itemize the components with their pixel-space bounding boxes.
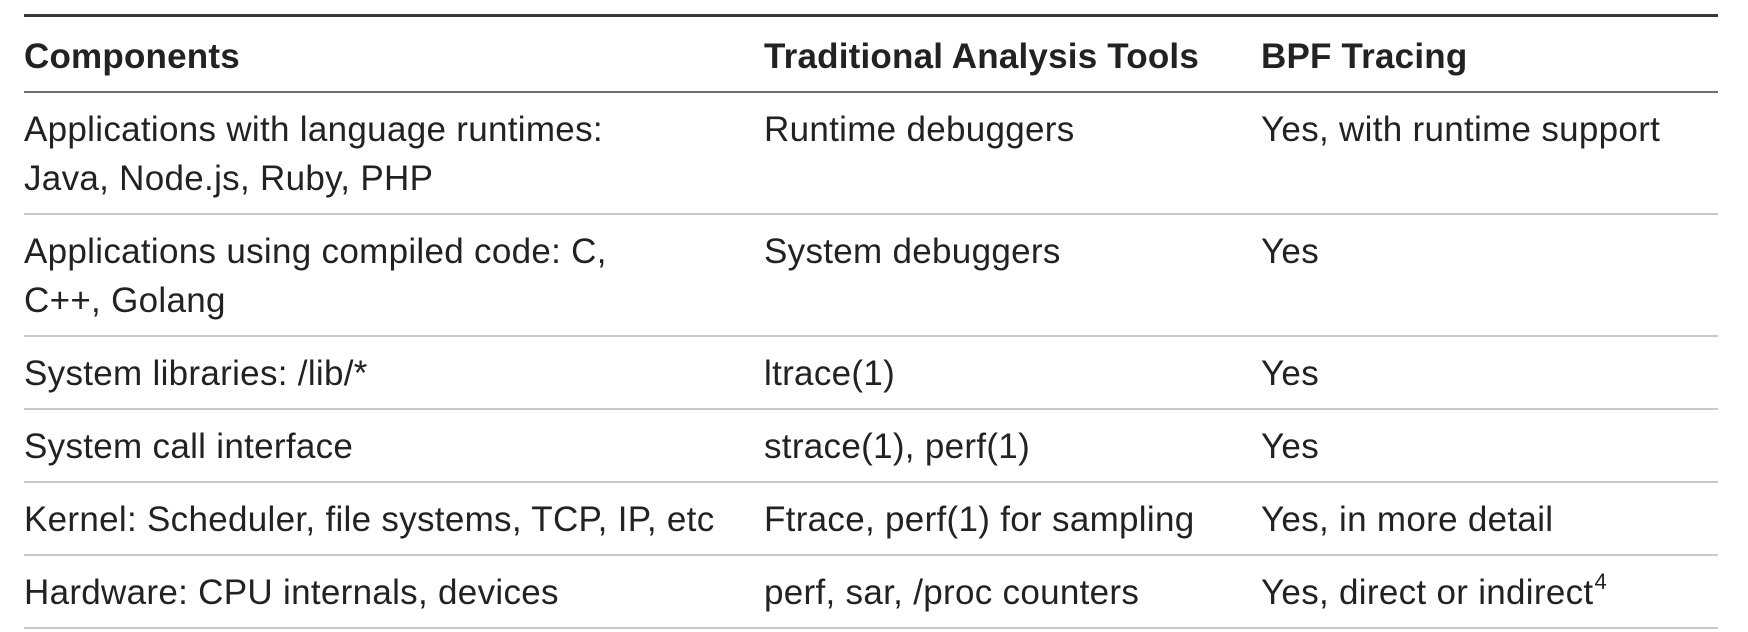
table-row: Kernel: Scheduler, file systems, TCP, IP…	[24, 482, 1718, 556]
cell-bpf: Yes	[1261, 214, 1718, 337]
cell-bpf-text: Yes	[1261, 427, 1319, 466]
cell-traditional: Ftrace, perf(1) for sampling	[764, 482, 1261, 556]
table-row: Hardware: CPU internals, devices perf, s…	[24, 555, 1718, 629]
cell-bpf: Yes	[1261, 409, 1718, 483]
cell-component: Kernel: Scheduler, file systems, TCP, IP…	[24, 482, 764, 556]
cell-traditional: strace(1), perf(1)	[764, 409, 1261, 483]
header-traditional-tools: Traditional Analysis Tools	[764, 17, 1261, 93]
cell-bpf-text: Yes, with runtime support	[1261, 110, 1661, 149]
cell-component: System libraries: /lib/*	[24, 336, 764, 410]
cell-bpf: Yes, with runtime support	[1261, 92, 1718, 215]
header-bpf-tracing: BPF Tracing	[1261, 17, 1718, 93]
cell-bpf: Yes	[1261, 336, 1718, 410]
header-components: Components	[24, 17, 764, 93]
cell-bpf-text: Yes, direct or indirect	[1261, 573, 1594, 612]
cell-component: Hardware: CPU internals, devices	[24, 555, 764, 629]
cell-traditional: Runtime debuggers	[764, 92, 1261, 215]
table-header-row: Components Traditional Analysis Tools BP…	[24, 17, 1718, 93]
cell-bpf: Yes, in more detail	[1261, 482, 1718, 556]
cell-bpf-text: Yes, in more detail	[1261, 500, 1554, 539]
table-row: System libraries: /lib/* ltrace(1) Yes	[24, 336, 1718, 410]
table-top-rule	[24, 14, 1718, 17]
cell-bpf-text: Yes	[1261, 354, 1319, 393]
cell-component: Applications with language runtimes: Jav…	[24, 92, 764, 215]
table-row: System call interface strace(1), perf(1)…	[24, 409, 1718, 483]
tracing-comparison-table: Components Traditional Analysis Tools BP…	[24, 17, 1718, 629]
cell-bpf-text: Yes	[1261, 232, 1319, 271]
cell-traditional: ltrace(1)	[764, 336, 1261, 410]
cell-traditional: System debuggers	[764, 214, 1261, 337]
table-row: Applications using compiled code: C, C++…	[24, 214, 1718, 337]
comparison-table-container: Components Traditional Analysis Tools BP…	[24, 14, 1718, 629]
cell-bpf: Yes, direct or indirect4	[1261, 555, 1718, 629]
table-row: Applications with language runtimes: Jav…	[24, 92, 1718, 215]
cell-component: System call interface	[24, 409, 764, 483]
cell-traditional: perf, sar, /proc counters	[764, 555, 1261, 629]
footnote-marker: 4	[1594, 569, 1607, 595]
cell-component: Applications using compiled code: C, C++…	[24, 214, 764, 337]
